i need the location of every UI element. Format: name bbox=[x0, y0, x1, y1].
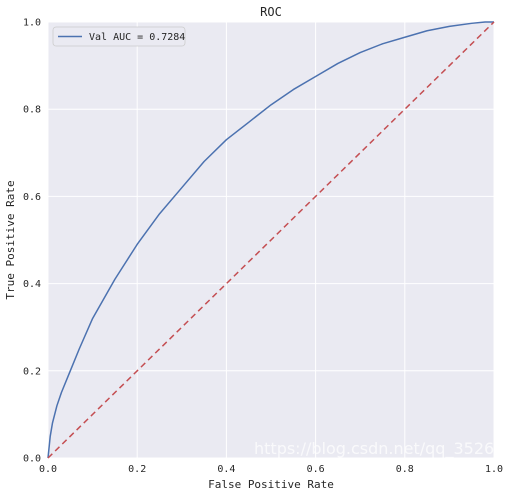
legend-label: Val AUC = 0.7284 bbox=[89, 32, 185, 43]
x-axis-label: False Positive Rate bbox=[208, 478, 334, 491]
series-layer bbox=[47, 21, 495, 459]
chart-title: ROC bbox=[260, 5, 282, 19]
x-tick-label: 0.0 bbox=[39, 464, 57, 475]
y-tick-label: 0.8 bbox=[23, 105, 41, 116]
tick-labels: 0.0 0.2 0.4 0.6 0.8 1.0 0.0 0.2 0.4 0.6 0.8 1.0 bbox=[23, 18, 503, 476]
x-tick-label: 1.0 bbox=[485, 464, 503, 475]
chance-diagonal-line bbox=[47, 21, 495, 459]
y-tick-label: 0.2 bbox=[23, 366, 41, 377]
legend-box bbox=[52, 26, 186, 47]
x-tick-label: 0.4 bbox=[217, 464, 235, 475]
roc-curve-line bbox=[47, 21, 494, 459]
x-tick-label: 0.6 bbox=[307, 464, 325, 475]
y-axis-label: True Positive Rate bbox=[4, 180, 17, 299]
x-tick-label: 0.8 bbox=[396, 464, 414, 475]
watermark: https://blog.csdn.net/qq_35268841 bbox=[254, 439, 510, 459]
y-tick-label: 0.6 bbox=[23, 192, 41, 203]
x-tick-label: 0.2 bbox=[128, 464, 146, 475]
grid-lines bbox=[47, 21, 495, 459]
y-tick-label: 1.0 bbox=[23, 18, 41, 29]
legend: Val AUC = 0.7284 bbox=[52, 26, 186, 47]
y-tick-label: 0.0 bbox=[23, 454, 41, 465]
y-tick-label: 0.4 bbox=[23, 279, 41, 290]
